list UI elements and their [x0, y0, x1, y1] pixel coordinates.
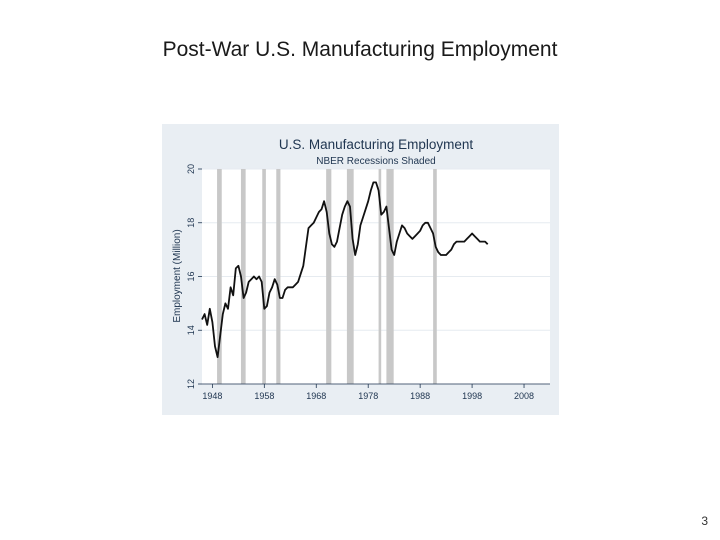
y-axis-label: Employment (Million) — [172, 229, 183, 322]
x-axis-ticks: 1948 1958 1968 1978 1988 1998 2008 — [202, 384, 534, 401]
recession-band-6 — [378, 169, 382, 384]
y-tick-label-20: 20 — [186, 164, 196, 174]
recession-band-1 — [240, 169, 246, 384]
y-tick-label-14: 14 — [186, 325, 196, 335]
x-tick-label-1988: 1988 — [410, 391, 430, 401]
x-tick-label-1948: 1948 — [202, 391, 222, 401]
recession-band-5 — [346, 169, 354, 384]
recession-band-8 — [433, 169, 437, 384]
recession-band-0 — [217, 169, 222, 384]
slide-title: Post-War U.S. Manufacturing Employment — [162, 38, 558, 61]
line-chart: 1948 1958 1968 1978 1988 1998 2008 1214161820 … — [162, 124, 559, 415]
recession-band-4 — [326, 169, 332, 384]
y-tick-label-16: 16 — [186, 271, 196, 281]
y-tick-label-18: 18 — [186, 218, 196, 228]
x-tick-label-1958: 1958 — [254, 391, 274, 401]
recession-band-7 — [386, 169, 394, 384]
y-tick-label-12: 12 — [186, 379, 196, 389]
chart-title: U.S. Manufacturing Employment — [279, 137, 474, 152]
page-number: 3 — [701, 514, 708, 528]
x-tick-label-1998: 1998 — [462, 391, 482, 401]
chart-subtitle: NBER Recessions Shaded — [316, 156, 436, 167]
series-line-manufacturing-employment — [201, 181, 489, 358]
recession-band-2 — [262, 169, 266, 384]
y-axis-ticks: 12 14 16 18 20 — [186, 164, 202, 389]
recession-band-3 — [276, 169, 281, 384]
chart-container: 1948 1958 1968 1978 1988 1998 2008 12 14 16 18 20 … — [162, 124, 559, 415]
recession-bands — [217, 169, 437, 384]
x-tick-label-2008: 2008 — [514, 391, 534, 401]
x-tick-label-1978: 1978 — [358, 391, 378, 401]
x-tick-label-1968: 1968 — [306, 391, 326, 401]
